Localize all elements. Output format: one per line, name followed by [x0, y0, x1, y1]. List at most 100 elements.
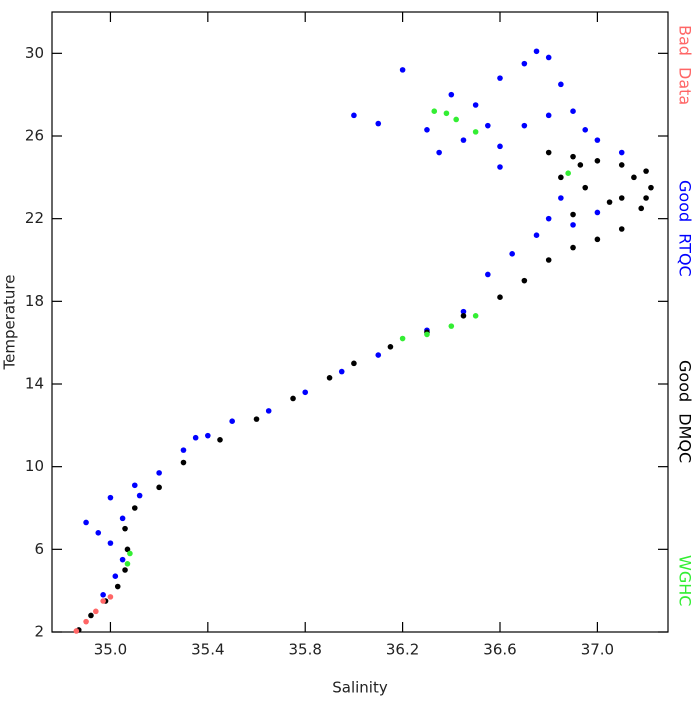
- point: [570, 211, 576, 218]
- point: [290, 395, 296, 402]
- point: [100, 592, 106, 598]
- point: [107, 540, 114, 546]
- point: [83, 519, 89, 526]
- point: [558, 81, 564, 88]
- point: [253, 416, 260, 422]
- point: [229, 418, 235, 425]
- point: [618, 195, 625, 201]
- point: [558, 195, 564, 201]
- point: [112, 573, 119, 579]
- point: [545, 257, 552, 263]
- point: [521, 122, 528, 129]
- point: [326, 375, 333, 381]
- point: [265, 408, 272, 414]
- point: [83, 618, 89, 625]
- point: [443, 110, 450, 117]
- legend-entry: WGHC: [676, 555, 695, 606]
- point: [582, 127, 589, 133]
- point: [618, 149, 625, 156]
- point: [521, 60, 528, 67]
- point: [638, 205, 645, 212]
- y-tick-label: 26: [25, 127, 44, 145]
- point: [460, 308, 467, 315]
- point: [192, 434, 199, 441]
- point: [431, 108, 438, 114]
- point: [570, 108, 576, 114]
- point: [127, 550, 133, 557]
- point: [375, 120, 382, 127]
- point: [594, 158, 601, 164]
- point: [351, 360, 357, 367]
- point: [217, 437, 223, 443]
- point: [618, 226, 625, 232]
- point: [570, 153, 576, 160]
- point: [131, 505, 138, 511]
- point: [136, 492, 143, 499]
- point: [618, 162, 625, 168]
- point: [119, 515, 126, 522]
- point: [448, 323, 455, 329]
- point: [533, 48, 540, 55]
- point: [351, 112, 357, 119]
- point: [582, 184, 589, 191]
- point: [180, 459, 187, 466]
- point: [93, 608, 99, 615]
- point: [424, 127, 430, 133]
- x-tick-label: 36.6: [483, 641, 516, 659]
- point: [399, 67, 406, 73]
- point: [558, 174, 564, 181]
- point: [545, 112, 552, 119]
- point: [100, 598, 106, 604]
- x-axis-label: Salinity: [332, 679, 388, 697]
- point: [497, 75, 503, 81]
- point: [497, 294, 503, 301]
- point: [643, 168, 649, 174]
- point: [448, 91, 455, 98]
- point: [485, 271, 491, 278]
- point: [577, 162, 584, 168]
- point: [107, 494, 114, 501]
- point: [460, 313, 467, 319]
- point: [436, 149, 442, 156]
- x-tick-label: 36.2: [386, 641, 419, 659]
- point: [375, 352, 382, 358]
- point: [521, 277, 528, 284]
- point: [570, 222, 576, 228]
- y-tick-label: 30: [25, 44, 44, 62]
- point: [124, 561, 131, 567]
- legend-entry: Good DMQC: [676, 360, 695, 463]
- point: [205, 432, 211, 439]
- point: [180, 447, 187, 453]
- point: [472, 313, 479, 319]
- point: [533, 232, 540, 238]
- point: [497, 164, 503, 170]
- point: [73, 628, 80, 634]
- point: [122, 525, 128, 532]
- point: [156, 484, 162, 491]
- y-tick-label: 6: [34, 540, 44, 558]
- x-tick-label: 37.0: [581, 641, 614, 659]
- point: [594, 209, 601, 216]
- point: [631, 174, 637, 181]
- point: [424, 331, 430, 338]
- point: [485, 122, 491, 129]
- point: [643, 195, 649, 201]
- point: [302, 389, 309, 396]
- point: [472, 102, 479, 108]
- point: [124, 546, 131, 553]
- point: [114, 583, 121, 590]
- point: [545, 149, 552, 156]
- plot-frame: [51, 11, 669, 633]
- point: [594, 236, 601, 243]
- point: [122, 567, 128, 573]
- point: [453, 116, 459, 123]
- y-axis-label: Temperature: [1, 274, 19, 370]
- point: [95, 530, 102, 536]
- point: [156, 470, 162, 476]
- point: [545, 215, 552, 222]
- point: [131, 482, 138, 489]
- point: [387, 344, 394, 350]
- point: [565, 170, 571, 176]
- point: [107, 594, 114, 600]
- point: [594, 137, 601, 143]
